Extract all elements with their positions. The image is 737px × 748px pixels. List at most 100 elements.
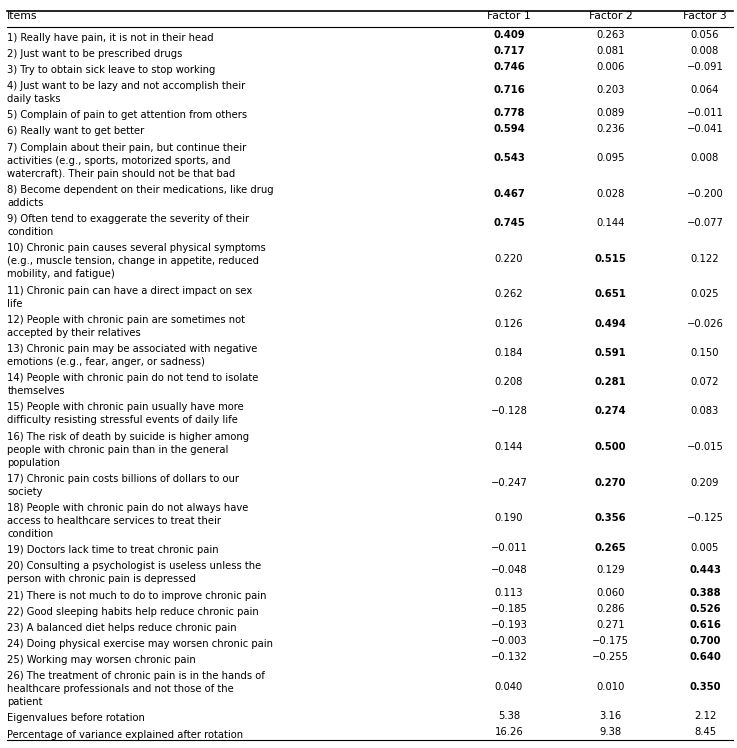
Text: −0.091: −0.091 [686, 62, 724, 73]
Text: −0.175: −0.175 [592, 637, 629, 646]
Text: 2.12: 2.12 [694, 711, 716, 721]
Text: 0.095: 0.095 [596, 153, 625, 163]
Text: −0.003: −0.003 [491, 637, 527, 646]
Text: 22) Good sleeping habits help reduce chronic pain: 22) Good sleeping habits help reduce chr… [7, 607, 259, 616]
Text: 0.209: 0.209 [691, 478, 719, 488]
Text: 0.064: 0.064 [691, 85, 719, 95]
Text: daily tasks: daily tasks [7, 94, 61, 104]
Text: −0.026: −0.026 [686, 319, 724, 328]
Text: −0.015: −0.015 [686, 442, 724, 452]
Text: 0.716: 0.716 [493, 85, 525, 95]
Text: 25) Working may worsen chronic pain: 25) Working may worsen chronic pain [7, 655, 196, 665]
Text: population: population [7, 458, 60, 468]
Text: 14) People with chronic pain do not tend to isolate: 14) People with chronic pain do not tend… [7, 373, 259, 383]
Text: 6) Really want to get better: 6) Really want to get better [7, 126, 144, 136]
Text: 0.388: 0.388 [689, 588, 721, 598]
Text: 11) Chronic pain can have a direct impact on sex: 11) Chronic pain can have a direct impac… [7, 286, 253, 295]
Text: 15) People with chronic pain usually have more: 15) People with chronic pain usually hav… [7, 402, 244, 412]
Text: 16) The risk of death by suicide is higher among: 16) The risk of death by suicide is high… [7, 432, 250, 441]
Text: Eigenvalues before rotation: Eigenvalues before rotation [7, 714, 145, 723]
Text: 9.38: 9.38 [599, 727, 621, 737]
Text: 0.203: 0.203 [596, 85, 625, 95]
Text: activities (e.g., sports, motorized sports, and: activities (e.g., sports, motorized spor… [7, 156, 231, 165]
Text: 23) A balanced diet helps reduce chronic pain: 23) A balanced diet helps reduce chronic… [7, 623, 237, 633]
Text: 2) Just want to be prescribed drugs: 2) Just want to be prescribed drugs [7, 49, 183, 59]
Text: healthcare professionals and not those of the: healthcare professionals and not those o… [7, 684, 234, 694]
Text: difficulty resisting stressful events of daily life: difficulty resisting stressful events of… [7, 415, 238, 426]
Text: 7) Complain about their pain, but continue their: 7) Complain about their pain, but contin… [7, 143, 247, 153]
Text: 0.265: 0.265 [595, 542, 626, 553]
Text: condition: condition [7, 227, 54, 237]
Text: 0.236: 0.236 [596, 124, 625, 134]
Text: 26) The treatment of chronic pain is in the hands of: 26) The treatment of chronic pain is in … [7, 671, 265, 681]
Text: 0.640: 0.640 [689, 652, 721, 663]
Text: 0.409: 0.409 [493, 30, 525, 40]
Text: 18) People with chronic pain do not always have: 18) People with chronic pain do not alwa… [7, 503, 249, 513]
Text: person with chronic pain is depressed: person with chronic pain is depressed [7, 574, 196, 584]
Text: 3) Try to obtain sick leave to stop working: 3) Try to obtain sick leave to stop work… [7, 65, 216, 75]
Text: 0.286: 0.286 [596, 604, 625, 614]
Text: 0.274: 0.274 [595, 406, 626, 416]
Text: 8) Become dependent on their medications, like drug: 8) Become dependent on their medications… [7, 185, 274, 195]
Text: life: life [7, 298, 23, 309]
Text: patient: patient [7, 697, 43, 708]
Text: mobility, and fatigue): mobility, and fatigue) [7, 269, 115, 280]
Text: 19) Doctors lack time to treat chronic pain: 19) Doctors lack time to treat chronic p… [7, 545, 219, 555]
Text: accepted by their relatives: accepted by their relatives [7, 328, 141, 338]
Text: Items: Items [7, 11, 38, 21]
Text: 0.467: 0.467 [493, 188, 525, 199]
Text: 0.025: 0.025 [691, 289, 719, 299]
Text: 0.745: 0.745 [493, 218, 525, 228]
Text: 16.26: 16.26 [495, 727, 523, 737]
Text: 0.008: 0.008 [691, 46, 719, 56]
Text: 8.45: 8.45 [694, 727, 716, 737]
Text: 0.072: 0.072 [691, 377, 719, 387]
Text: 0.270: 0.270 [595, 478, 626, 488]
Text: 0.262: 0.262 [495, 289, 523, 299]
Text: −0.011: −0.011 [491, 542, 528, 553]
Text: 0.060: 0.060 [596, 588, 625, 598]
Text: addicts: addicts [7, 198, 43, 208]
Text: 0.263: 0.263 [596, 30, 625, 40]
Text: 13) Chronic pain may be associated with negative: 13) Chronic pain may be associated with … [7, 344, 258, 354]
Text: 0.129: 0.129 [596, 565, 625, 575]
Text: 0.494: 0.494 [595, 319, 626, 328]
Text: condition: condition [7, 529, 54, 539]
Text: 0.271: 0.271 [596, 620, 625, 631]
Text: 0.081: 0.081 [596, 46, 625, 56]
Text: 0.651: 0.651 [595, 289, 626, 299]
Text: 0.144: 0.144 [596, 218, 625, 228]
Text: 0.126: 0.126 [495, 319, 523, 328]
Text: −0.048: −0.048 [491, 565, 527, 575]
Text: society: society [7, 487, 43, 497]
Text: 0.543: 0.543 [493, 153, 525, 163]
Text: −0.077: −0.077 [686, 218, 724, 228]
Text: 0.616: 0.616 [689, 620, 721, 631]
Text: −0.011: −0.011 [686, 108, 724, 117]
Text: watercraft). Their pain should not be that bad: watercraft). Their pain should not be th… [7, 169, 236, 179]
Text: 10) Chronic pain causes several physical symptoms: 10) Chronic pain causes several physical… [7, 243, 266, 254]
Text: 3.16: 3.16 [599, 711, 622, 721]
Text: 20) Consulting a psychologist is useless unless the: 20) Consulting a psychologist is useless… [7, 562, 262, 571]
Text: 21) There is not much to do to improve chronic pain: 21) There is not much to do to improve c… [7, 591, 267, 601]
Text: −0.041: −0.041 [687, 124, 723, 134]
Text: 0.220: 0.220 [495, 254, 523, 264]
Text: 0.113: 0.113 [495, 588, 523, 598]
Text: 0.443: 0.443 [689, 565, 721, 575]
Text: access to healthcare services to treat their: access to healthcare services to treat t… [7, 516, 221, 526]
Text: 1) Really have pain, it is not in their head: 1) Really have pain, it is not in their … [7, 33, 214, 43]
Text: 0.008: 0.008 [691, 153, 719, 163]
Text: 5) Complain of pain to get attention from others: 5) Complain of pain to get attention fro… [7, 111, 248, 120]
Text: 0.281: 0.281 [595, 377, 626, 387]
Text: 5.38: 5.38 [498, 711, 520, 721]
Text: 0.515: 0.515 [595, 254, 626, 264]
Text: −0.125: −0.125 [686, 513, 724, 524]
Text: −0.193: −0.193 [491, 620, 528, 631]
Text: −0.200: −0.200 [687, 188, 723, 199]
Text: 0.208: 0.208 [495, 377, 523, 387]
Text: 4) Just want to be lazy and not accomplish their: 4) Just want to be lazy and not accompli… [7, 81, 245, 91]
Text: −0.132: −0.132 [491, 652, 528, 663]
Text: 0.056: 0.056 [691, 30, 719, 40]
Text: Factor 3: Factor 3 [683, 11, 727, 21]
Text: −0.128: −0.128 [491, 406, 528, 416]
